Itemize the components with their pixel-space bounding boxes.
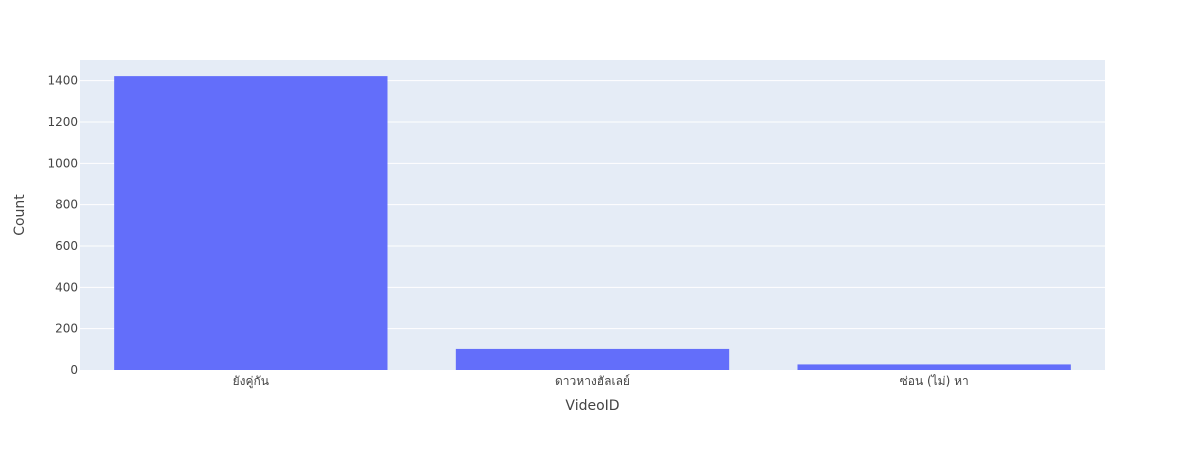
bar-0[interactable] <box>114 76 388 371</box>
x-tick-label: ซ่อน (ไม่) หา <box>900 374 969 388</box>
x-axis-title: VideoID <box>565 398 619 414</box>
x-tick-label: ดาวหางฮัลเลย์ <box>555 374 630 388</box>
bar-2[interactable] <box>797 364 1071 370</box>
y-tick-label: 1000 <box>47 156 78 170</box>
y-tick-labels: 0 200 400 600 800 1000 1200 1400 <box>47 74 78 377</box>
y-tick-label: 400 <box>55 280 78 294</box>
bars <box>114 76 1071 371</box>
y-tick-label: 0 <box>70 363 78 377</box>
y-tick-label: 1400 <box>47 74 78 88</box>
y-axis-title: Count <box>12 194 28 236</box>
y-tick-label: 1200 <box>47 115 78 129</box>
y-tick-label: 600 <box>55 239 78 253</box>
y-tick-label: 800 <box>55 198 78 212</box>
bar-1[interactable] <box>455 348 730 370</box>
y-tick-label: 200 <box>55 322 78 336</box>
x-tick-label: ยังคู่กัน <box>233 374 269 389</box>
x-tick-labels: ยังคู่กัน ดาวหางฮัลเลย์ ซ่อน (ไม่) หา <box>233 374 969 389</box>
